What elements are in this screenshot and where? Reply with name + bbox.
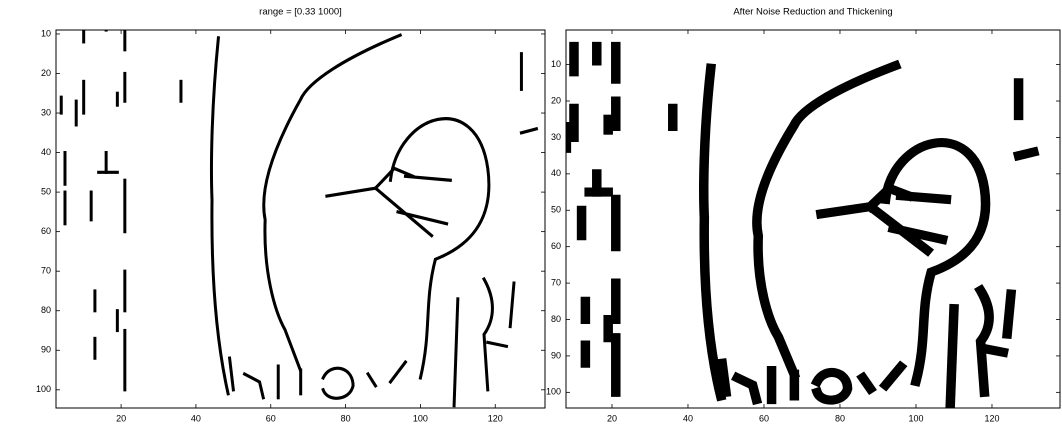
y-tick-label: 90 [551, 350, 561, 360]
edge-image [59, 30, 539, 408]
image-area [566, 44, 1036, 408]
plot-title: range = [0.33 1000] [259, 7, 342, 18]
y-tick-label: 10 [551, 59, 561, 69]
x-tick-label: 100 [908, 413, 923, 423]
x-tick-label: 120 [488, 413, 503, 423]
x-tick-label: 120 [984, 413, 999, 423]
y-tick-label: 20 [41, 68, 51, 78]
y-tick-label: 60 [551, 241, 561, 251]
y-tick-label: 30 [41, 107, 51, 117]
x-tick-label: 100 [413, 413, 428, 423]
edge-image [566, 44, 1036, 408]
y-tick-label: 80 [551, 314, 561, 324]
y-tick-label: 60 [41, 226, 51, 236]
plot-title: After Noise Reduction and Thickening [733, 7, 892, 18]
x-tick-label: 40 [191, 413, 201, 423]
axes-frame [565, 29, 1061, 409]
image-area [59, 30, 539, 408]
y-tick-label: 80 [41, 305, 51, 315]
x-tick-label: 20 [607, 413, 617, 423]
x-tick-label: 60 [759, 413, 769, 423]
x-tick-label: 40 [683, 413, 693, 423]
x-tick-label: 60 [266, 413, 276, 423]
y-tick-label: 10 [41, 28, 51, 38]
y-tick-label: 90 [41, 345, 51, 355]
x-tick-label: 80 [835, 413, 845, 423]
y-tick-label: 100 [36, 384, 51, 394]
y-tick-label: 100 [546, 387, 561, 397]
x-tick-label: 20 [116, 413, 126, 423]
y-tick-label: 40 [41, 147, 51, 157]
axes-frame [55, 29, 546, 409]
y-tick-label: 20 [551, 95, 561, 105]
x-tick-label: 80 [341, 413, 351, 423]
y-tick-label: 50 [551, 205, 561, 215]
y-tick-label: 40 [551, 168, 561, 178]
y-tick-label: 30 [551, 132, 561, 142]
y-tick-label: 50 [41, 186, 51, 196]
y-tick-label: 70 [551, 277, 561, 287]
y-tick-label: 70 [41, 266, 51, 276]
